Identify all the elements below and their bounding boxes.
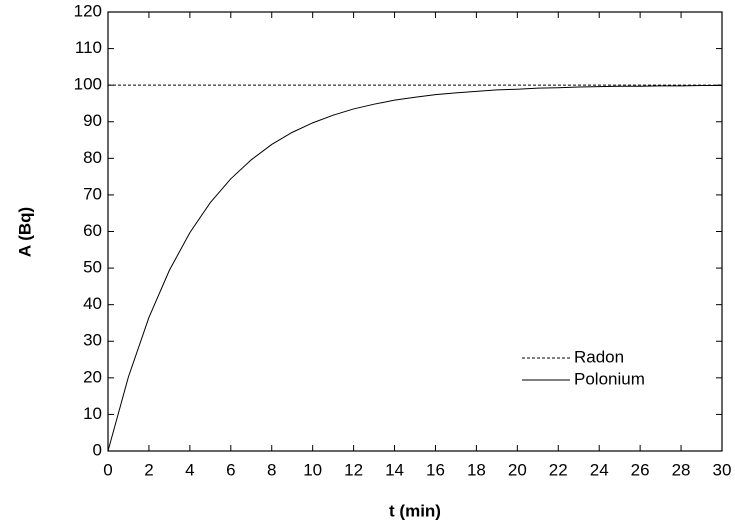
x-tick-label: 22 <box>549 460 568 479</box>
x-tick-label: 26 <box>631 460 650 479</box>
x-tick-label: 2 <box>144 460 153 479</box>
x-tick-label: 8 <box>267 460 276 479</box>
x-tick-label: 4 <box>185 460 194 479</box>
x-axis-label: t (min) <box>389 501 441 520</box>
y-tick-label: 60 <box>83 221 102 240</box>
y-tick-label: 70 <box>83 184 102 203</box>
y-tick-label: 40 <box>83 294 102 313</box>
y-tick-label: 80 <box>83 148 102 167</box>
x-tick-label: 6 <box>226 460 235 479</box>
y-tick-label: 110 <box>75 38 102 57</box>
y-tick-label: 90 <box>83 111 102 130</box>
x-tick-label: 30 <box>713 460 732 479</box>
x-tick-label: 14 <box>385 460 404 479</box>
y-axis-label: A (Bq) <box>15 207 34 257</box>
x-tick-label: 28 <box>672 460 691 479</box>
x-tick-label: 24 <box>590 460 609 479</box>
y-tick-label: 20 <box>83 367 102 386</box>
x-tick-label: 12 <box>344 460 363 479</box>
x-tick-label: 18 <box>467 460 486 479</box>
legend-label: Radon <box>574 347 624 366</box>
legend-label: Polonium <box>574 369 645 388</box>
x-tick-label: 0 <box>103 460 112 479</box>
series-line <box>107 85 722 452</box>
x-tick-label: 10 <box>303 460 322 479</box>
x-tick-label: 20 <box>508 460 527 479</box>
y-tick-label: 10 <box>83 404 102 423</box>
y-tick-label: 50 <box>83 258 102 277</box>
y-tick-label: 100 <box>74 75 102 94</box>
y-tick-label: 120 <box>74 1 102 20</box>
x-tick-label: 16 <box>426 460 445 479</box>
y-tick-label: 30 <box>83 331 102 350</box>
y-tick-label: 0 <box>93 440 102 459</box>
